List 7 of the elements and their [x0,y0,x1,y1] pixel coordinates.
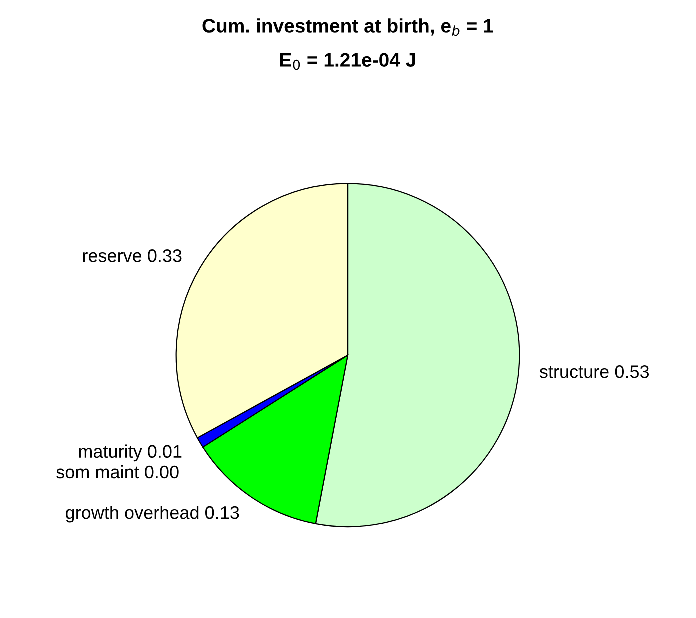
chart-subtitle: E$_{0}$ = 1.21e-04 J [280,53,416,70]
category-label: som maint 0.00 [56,465,179,479]
slice-label: growth overhead 0.13 [66,506,240,523]
slice-label: maturity 0.01 [79,444,182,462]
slice-label: reserve 0.33 [83,250,182,262]
slice-label: structure 0.53 [540,366,650,378]
chart-title: Cum. investment at birth, e$_{b}$ = 1 [202,18,494,36]
